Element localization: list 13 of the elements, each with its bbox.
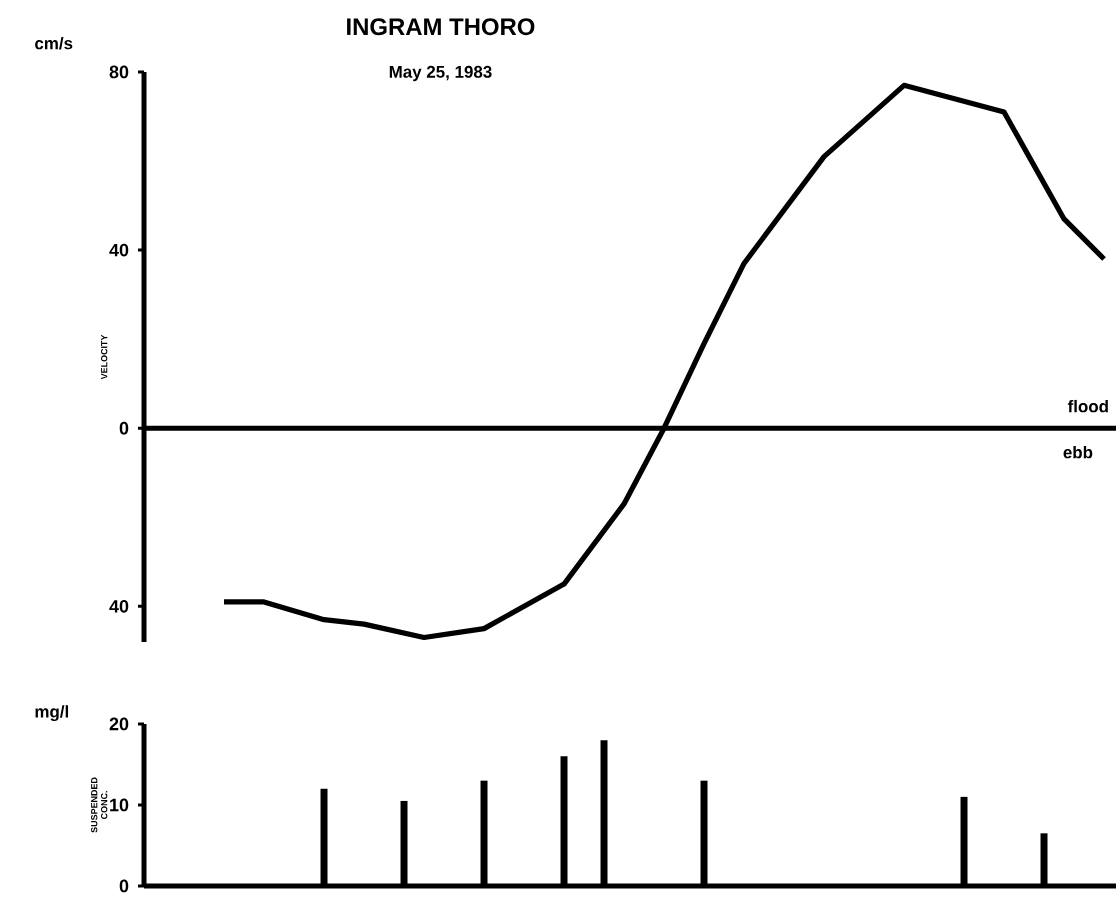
annotation: ebb xyxy=(1063,445,1093,459)
y-tick-label: 0 xyxy=(119,421,129,435)
text: cm/s xyxy=(35,36,73,50)
y-tick-label: 80 xyxy=(109,65,129,79)
text: mg/l xyxy=(35,705,69,722)
chart-title: INGRAM THORO xyxy=(347,18,535,36)
y-tick-label: 10 xyxy=(110,798,129,812)
chart-subtitle: May 25, 1983 xyxy=(389,65,492,82)
y-tick-label: 40 xyxy=(109,243,129,257)
y-tick-label: 20 xyxy=(109,717,129,731)
annotation: flood xyxy=(1067,399,1108,413)
y-tick-label: 40 xyxy=(109,599,129,613)
y-tick-label: 0 xyxy=(119,879,129,893)
